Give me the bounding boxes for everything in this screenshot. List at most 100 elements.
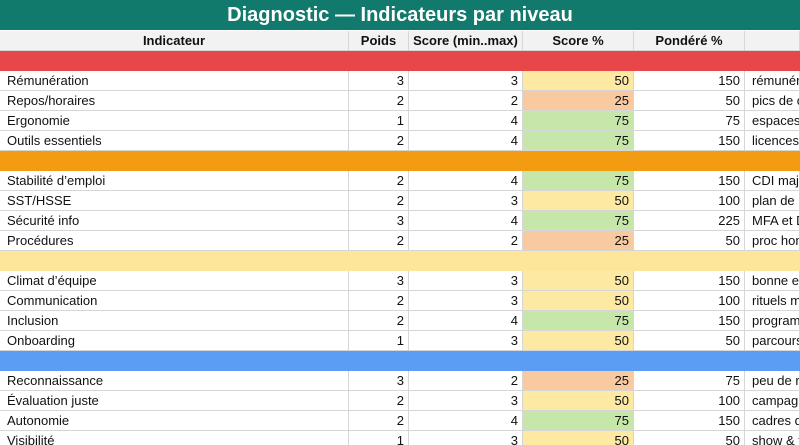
value-cell: 50 [523, 71, 634, 91]
value-cell: 2 [349, 291, 409, 311]
indicator-name: Stabilité d’emploi [0, 171, 349, 191]
comment: pics de c [745, 91, 800, 111]
value-cell: 3 [409, 291, 523, 311]
value-cell: 4 [409, 171, 523, 191]
indicator-name: Onboarding [0, 331, 349, 351]
indicator-name: Évaluation juste [0, 391, 349, 411]
value-cell: 150 [634, 411, 745, 431]
value-cell: 150 [634, 271, 745, 291]
value-cell: 3 [409, 71, 523, 91]
value-cell: 75 [523, 111, 634, 131]
value-cell: 50 [634, 331, 745, 351]
value-cell: 50 [634, 231, 745, 251]
comment: peu de ri [745, 371, 800, 391]
indicator-name: Autonomie [0, 411, 349, 431]
value-cell: 1 [349, 111, 409, 131]
indicator-name: Outils essentiels [0, 131, 349, 151]
column-header: Score % [523, 31, 634, 51]
value-cell: 2 [349, 411, 409, 431]
comment: MFA et D [745, 211, 800, 231]
value-cell: 2 [349, 91, 409, 111]
value-cell: 50 [523, 391, 634, 411]
value-cell: 1 [349, 331, 409, 351]
value-cell: 50 [523, 331, 634, 351]
value-cell: 50 [634, 431, 745, 445]
indicator-name: SST/HSSE [0, 191, 349, 211]
value-cell: 50 [634, 91, 745, 111]
indicator-name: Communication [0, 291, 349, 311]
comment: CDI majo [745, 171, 800, 191]
value-cell: 50 [523, 291, 634, 311]
value-cell: 4 [409, 131, 523, 151]
indicator-name: Procédures [0, 231, 349, 251]
value-cell: 2 [349, 131, 409, 151]
value-cell: 4 [409, 311, 523, 331]
value-cell: 3 [349, 71, 409, 91]
indicator-name: Repos/horaires [0, 91, 349, 111]
comment: program [745, 311, 800, 331]
value-cell: 150 [634, 131, 745, 151]
value-cell: 75 [523, 211, 634, 231]
value-cell: 50 [523, 431, 634, 445]
value-cell: 3 [349, 211, 409, 231]
value-cell: 1 [349, 431, 409, 445]
comment: rituels m [745, 291, 800, 311]
group-band [0, 51, 800, 71]
value-cell: 4 [409, 411, 523, 431]
value-cell: 75 [523, 131, 634, 151]
value-cell: 2 [349, 311, 409, 331]
indicator-name: Climat d’équipe [0, 271, 349, 291]
comment: show & t [745, 431, 800, 445]
column-header: Score (min..max) [409, 31, 523, 51]
value-cell: 3 [349, 371, 409, 391]
value-cell: 25 [523, 231, 634, 251]
indicator-name: Ergonomie [0, 111, 349, 131]
indicator-name: Rémunération [0, 71, 349, 91]
comment: bonne en [745, 271, 800, 291]
value-cell: 2 [409, 231, 523, 251]
value-cell: 2 [349, 171, 409, 191]
value-cell: 3 [409, 191, 523, 211]
indicator-name: Visibilité [0, 431, 349, 445]
value-cell: 2 [349, 391, 409, 411]
column-header: Pondéré % [634, 31, 745, 51]
value-cell: 25 [523, 91, 634, 111]
group-band [0, 251, 800, 271]
value-cell: 2 [349, 231, 409, 251]
value-cell: 2 [349, 191, 409, 211]
value-cell: 100 [634, 291, 745, 311]
indicator-name: Sécurité info [0, 211, 349, 231]
value-cell: 4 [409, 111, 523, 131]
value-cell: 50 [523, 271, 634, 291]
value-cell: 4 [409, 211, 523, 231]
group-band [0, 151, 800, 171]
value-cell: 75 [523, 411, 634, 431]
value-cell: 100 [634, 391, 745, 411]
value-cell: 3 [409, 271, 523, 291]
value-cell: 2 [409, 371, 523, 391]
comment: espaces [745, 111, 800, 131]
value-cell: 3 [349, 271, 409, 291]
value-cell: 75 [523, 311, 634, 331]
value-cell: 3 [409, 431, 523, 445]
value-cell: 75 [634, 111, 745, 131]
value-cell: 50 [523, 191, 634, 211]
comment: licences [745, 131, 800, 151]
comment: campagn [745, 391, 800, 411]
value-cell: 2 [409, 91, 523, 111]
comment: parcours [745, 331, 800, 351]
group-band [0, 351, 800, 371]
indicator-name: Reconnaissance [0, 371, 349, 391]
column-header: Indicateur [0, 31, 349, 51]
value-cell: 150 [634, 311, 745, 331]
value-cell: 150 [634, 71, 745, 91]
value-cell: 3 [409, 391, 523, 411]
value-cell: 100 [634, 191, 745, 211]
indicator-name: Inclusion [0, 311, 349, 331]
value-cell: 75 [634, 371, 745, 391]
value-cell: 25 [523, 371, 634, 391]
comment: proc hom [745, 231, 800, 251]
value-cell: 3 [409, 331, 523, 351]
sheet-title: Diagnostic — Indicateurs par niveau [0, 0, 800, 30]
